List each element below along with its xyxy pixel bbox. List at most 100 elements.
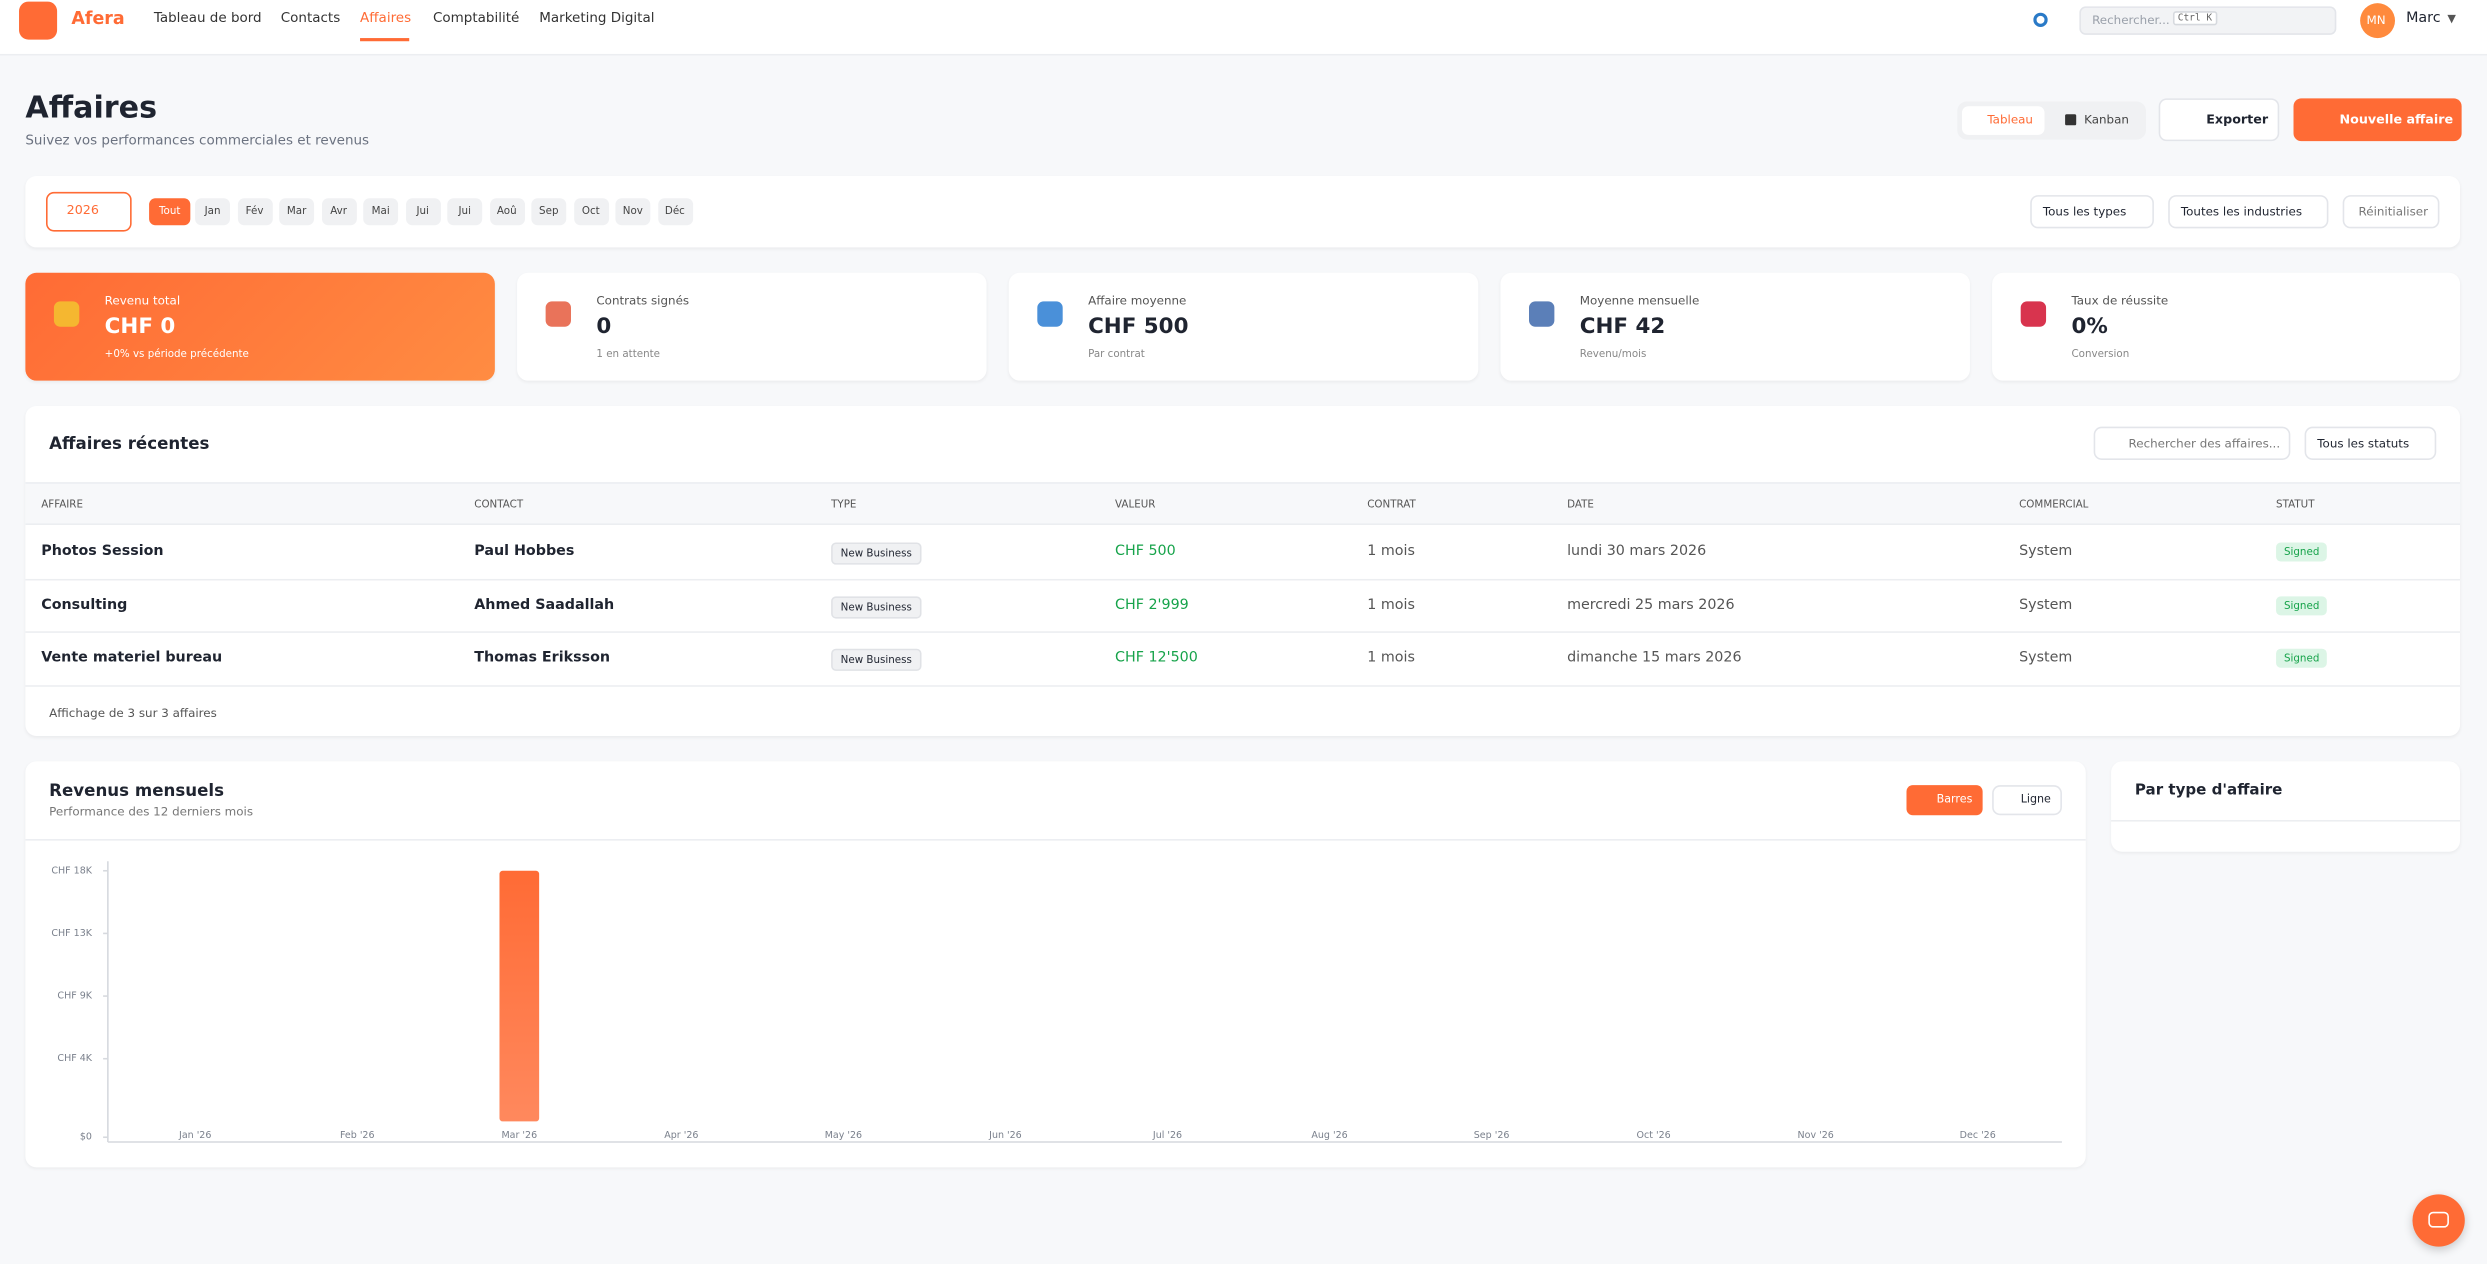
toggle-bars[interactable] [1906, 785, 1983, 816]
stat-label: Revenu total [104, 293, 181, 308]
table-cell: CHF 2'999 [1115, 597, 1189, 614]
month-pill[interactable] [237, 198, 273, 226]
view-tableau[interactable] [1962, 106, 2045, 135]
nav-item[interactable]: Contacts [280, 11, 341, 27]
table-row[interactable] [25, 527, 2461, 580]
month-pill[interactable] [149, 198, 191, 226]
month-pill[interactable] [321, 198, 357, 226]
avatar[interactable] [2360, 3, 2396, 39]
table-header [25, 482, 2461, 525]
kanban-icon [2065, 114, 2077, 126]
month-pill[interactable] [279, 198, 315, 226]
month-pill[interactable] [573, 198, 609, 226]
type-select[interactable] [2030, 195, 2154, 229]
logo-text[interactable]: Afera [71, 7, 125, 29]
table-cell: CHF 12'500 [1115, 650, 1198, 667]
year-select[interactable] [45, 191, 132, 232]
month-pill[interactable] [657, 198, 693, 226]
month-label[interactable]: Tout [158, 204, 181, 218]
month-pill[interactable] [195, 198, 230, 226]
month-label[interactable]: Aoû [496, 204, 517, 218]
month-pill[interactable] [447, 198, 483, 226]
stat-label: Contrats signés [596, 293, 690, 308]
month-pill[interactable] [405, 198, 441, 226]
month-label[interactable]: Nov [622, 204, 643, 218]
toggle-bars-label[interactable]: Barres [1936, 793, 1973, 806]
deals-search[interactable] [2093, 426, 2291, 460]
month-pill[interactable] [615, 198, 651, 226]
month-label[interactable]: Mai [371, 204, 390, 218]
table-row[interactable] [25, 633, 2461, 686]
stat-icon [1529, 301, 1555, 327]
month-label[interactable]: Jui [458, 204, 471, 218]
industry-select[interactable] [2168, 195, 2329, 229]
x-tick-label: May '26 [825, 1130, 862, 1141]
nav-item[interactable]: Comptabilité [433, 11, 520, 27]
stat-card [1992, 272, 2461, 381]
stat-label: Taux de réussite [2071, 293, 2169, 308]
y-tick-label: CHF 18K [51, 865, 92, 876]
revenue-divider [25, 839, 2086, 841]
month-label[interactable]: Déc [664, 204, 685, 218]
stat-sub: Par contrat [1088, 347, 1145, 361]
x-tick-label: Jan '26 [178, 1130, 211, 1141]
stat-value: 0% [2071, 314, 2108, 340]
month-pill[interactable] [531, 198, 567, 226]
stat-card [517, 272, 987, 381]
type-badge: New Business [831, 595, 922, 618]
table-cell: Consulting [41, 597, 128, 614]
month-label[interactable]: Fév [245, 204, 264, 218]
view-tableau-label[interactable]: Tableau [1987, 112, 2033, 127]
stat-value: CHF 42 [1579, 314, 1666, 340]
user-caret[interactable]: ▼ [2447, 12, 2456, 26]
nav-item[interactable]: Affaires [360, 11, 412, 27]
month-label[interactable]: Jan [204, 204, 221, 218]
month-label[interactable]: Oct [581, 204, 600, 218]
search-icon[interactable] [2033, 12, 2048, 27]
table-cell: 1 mois [1367, 544, 1415, 560]
status-select[interactable] [2304, 426, 2437, 460]
x-tick-label: Mar '26 [501, 1130, 537, 1141]
logo-icon[interactable] [19, 1, 58, 40]
export-label[interactable]: Exporter [2206, 112, 2269, 127]
status-badge: Signed [2276, 595, 2328, 615]
type-select-label[interactable]: Tous les types [2042, 204, 2127, 219]
month-label[interactable]: Sep [539, 204, 559, 218]
stat-value: CHF 0 [104, 314, 176, 340]
deals-search-placeholder[interactable]: Rechercher des affaires... [2128, 436, 2281, 451]
type-badge: New Business [831, 542, 922, 565]
toggle-line[interactable] [1992, 785, 2062, 816]
x-tick-label: Oct '26 [1637, 1130, 1671, 1141]
nav-item[interactable]: Marketing Digital [539, 11, 655, 27]
new-button[interactable] [2293, 98, 2462, 142]
global-search[interactable] [2079, 6, 2337, 35]
chat-button[interactable] [2412, 1194, 2465, 1247]
export-button[interactable] [2158, 98, 2280, 142]
revenue-subtitle: Performance des 12 derniers mois [49, 804, 254, 819]
year-value[interactable]: 2026 [66, 203, 99, 218]
stat-icon [2020, 301, 2047, 327]
y-tick-label: CHF 9K [57, 991, 92, 1002]
bar [499, 870, 540, 1122]
view-kanban-label[interactable]: Kanban [2084, 112, 2129, 127]
status-select-label[interactable]: Tous les statuts [2317, 436, 2410, 451]
page-subtitle: Suivez vos performances commerciales et … [25, 133, 370, 150]
x-tick-label: Dec '26 [1960, 1130, 1996, 1141]
month-pill[interactable] [363, 198, 399, 226]
table-row[interactable] [25, 580, 2461, 633]
month-label[interactable]: Jui [416, 204, 429, 218]
reset-button[interactable] [2342, 195, 2440, 229]
stat-label: Moyenne mensuelle [1579, 293, 1700, 308]
table-cell: System [2019, 597, 2073, 614]
user-name[interactable]: Marc [2406, 11, 2441, 27]
month-label[interactable]: Mar [286, 204, 307, 218]
new-label[interactable]: Nouvelle affaire [2339, 112, 2454, 127]
table-cell: dimanche 15 mars 2026 [1567, 650, 1742, 667]
month-pill[interactable] [489, 198, 525, 226]
reset-label[interactable]: Réinitialiser [2358, 204, 2429, 219]
industry-select-label[interactable]: Toutes les industries [2180, 204, 2303, 219]
nav-item[interactable]: Tableau de bord [153, 11, 262, 27]
shortcut: Ctrl K [2172, 11, 2217, 26]
toggle-line-label[interactable]: Ligne [2020, 793, 2051, 806]
month-label[interactable]: Avr [330, 204, 348, 218]
